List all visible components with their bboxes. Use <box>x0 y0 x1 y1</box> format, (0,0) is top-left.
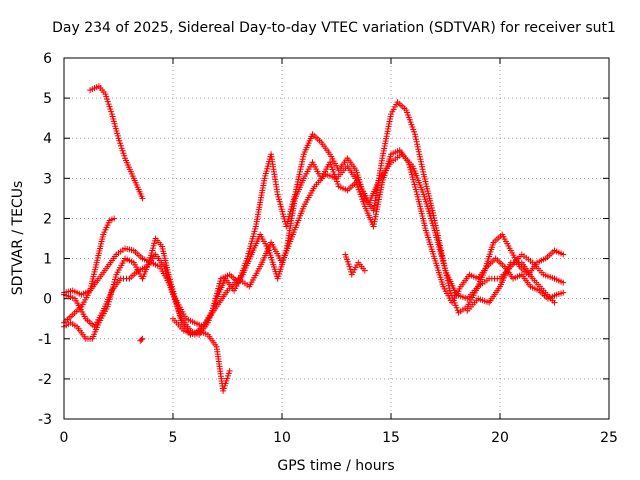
data-point <box>221 382 228 389</box>
data-point <box>107 106 114 113</box>
data-point <box>415 146 422 153</box>
y-tick-label: 3 <box>43 171 52 187</box>
chart-title: Day 234 of 2025, Sidereal Day-to-day VTE… <box>52 20 616 36</box>
data-point <box>294 178 301 185</box>
data-point <box>119 147 126 154</box>
data-point <box>105 101 112 108</box>
data-point <box>139 195 146 202</box>
data-point <box>106 103 113 110</box>
data-point <box>361 267 368 274</box>
data-point <box>347 266 354 273</box>
data-point <box>296 168 303 175</box>
data-point <box>413 138 420 145</box>
data-points <box>61 83 567 394</box>
x-tick-label: 5 <box>169 430 178 446</box>
data-point <box>223 377 230 384</box>
data-point <box>297 166 304 173</box>
data-point <box>416 153 423 160</box>
data-point <box>418 161 425 168</box>
data-point <box>298 163 305 170</box>
data-point <box>416 151 423 158</box>
data-point <box>298 161 305 168</box>
data-point <box>429 209 436 216</box>
data-point <box>224 375 231 382</box>
x-tick-label: 0 <box>60 430 69 446</box>
series-A <box>87 83 146 202</box>
data-point <box>104 98 111 105</box>
data-point <box>419 166 426 173</box>
data-point <box>560 251 567 258</box>
data-point <box>299 156 306 163</box>
y-axis-label: SDTVAR / TECUs <box>10 181 26 296</box>
data-point <box>117 142 124 149</box>
data-point <box>430 212 437 219</box>
y-tick-label: -1 <box>38 332 52 348</box>
x-tick-label: 10 <box>273 430 291 446</box>
data-point <box>103 93 110 100</box>
data-point <box>420 168 427 175</box>
data-point <box>108 108 115 115</box>
data-point <box>429 207 436 214</box>
data-point <box>220 385 227 392</box>
data-point <box>346 263 353 270</box>
data-point <box>102 91 109 98</box>
series-G <box>137 251 558 344</box>
x-tick-label: 25 <box>600 430 618 446</box>
data-point <box>117 140 124 147</box>
y-tick-label: 1 <box>43 252 52 268</box>
data-point <box>226 367 233 374</box>
y-tick-label: -3 <box>38 412 52 428</box>
data-point <box>415 148 422 155</box>
data-point <box>104 96 111 103</box>
data-point <box>560 279 567 286</box>
series-F <box>170 151 567 338</box>
data-point <box>300 153 307 160</box>
data-point <box>295 173 302 180</box>
data-point <box>295 176 302 183</box>
data-point <box>120 150 127 157</box>
y-tick-label: 4 <box>43 131 52 147</box>
data-point <box>551 299 558 306</box>
data-point <box>111 215 118 222</box>
data-point <box>118 145 125 152</box>
data-point <box>296 171 303 178</box>
data-point <box>414 141 421 148</box>
data-point <box>413 136 420 143</box>
data-point <box>294 181 301 188</box>
x-tick-label: 15 <box>382 430 400 446</box>
data-point <box>139 335 146 342</box>
data-point <box>412 133 419 140</box>
data-point <box>414 143 421 150</box>
data-point <box>138 336 145 343</box>
data-point <box>419 163 426 170</box>
data-point <box>560 289 567 296</box>
x-axis-label: GPS time / hours <box>277 458 394 474</box>
y-tick-label: 0 <box>43 292 52 308</box>
data-point <box>411 131 418 138</box>
plot-frame <box>63 57 610 420</box>
y-tick-label: 6 <box>43 51 52 67</box>
data-point <box>225 370 232 377</box>
data-point <box>417 158 424 165</box>
data-point <box>121 152 128 159</box>
y-tick-label: -2 <box>38 372 52 388</box>
y-tick-label: 5 <box>43 91 52 107</box>
data-point <box>222 380 229 387</box>
x-tick-label: 20 <box>491 430 509 446</box>
data-point <box>116 137 123 144</box>
data-point <box>220 387 227 394</box>
data-point <box>299 158 306 165</box>
y-tick-label: 2 <box>43 211 52 227</box>
data-point <box>417 156 424 163</box>
data-point <box>115 135 122 142</box>
data-point <box>225 372 232 379</box>
